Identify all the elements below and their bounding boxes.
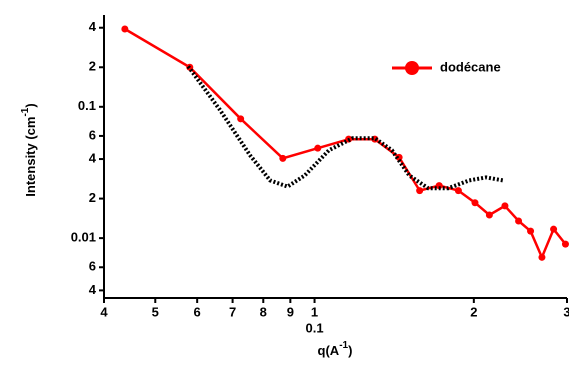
y-tick-label: 2 [89,190,96,205]
data-point [395,153,403,161]
x-tick-label: 9 [287,304,294,319]
y-axis-label-part: -1 [20,107,31,116]
data-point [435,182,443,190]
data-point [121,25,129,33]
data-point [550,225,558,233]
legend-label: dodécane [440,59,501,74]
data-point [237,115,245,123]
y-axis-label-part: Intensity (cm [23,117,38,197]
x-tick-label: 8 [260,304,267,319]
data-point [416,187,424,195]
data-point [527,227,535,235]
y-axis-label-part: ) [23,103,38,107]
y-tick-label: 4 [89,150,97,165]
x-axis-label: q(A-1) [318,340,353,359]
x-axis-label-part: q(A [318,343,340,358]
x-tick-label: 7 [229,304,236,319]
x-axis-label-part: ) [348,343,352,358]
x-tick-label: 1 [311,304,318,319]
data-point [515,217,523,225]
legend-marker [405,61,419,75]
model-curve [186,65,504,191]
y-axis-label: Intensity (cm-1) [20,103,39,196]
x-tick-label: 4 [100,304,108,319]
data-point [279,154,287,162]
y-tick-label: 6 [89,259,96,274]
x-tick-label: 3 [563,304,569,319]
x-annotation: 0.1 [306,320,324,335]
y-tick-label: 2 [89,59,96,74]
data-point [314,144,322,152]
data-point [454,187,462,195]
data-point [561,240,569,248]
data-point [471,199,479,207]
data-point [485,211,493,219]
y-tick-label: 0.01 [71,230,96,245]
x-tick-label: 2 [470,304,477,319]
y-tick-label: 4 [89,19,97,34]
data-point [501,202,509,210]
x-axis-label-part: -1 [339,340,348,351]
data-point [538,253,546,261]
y-tick-label: 0.1 [78,98,96,113]
y-tick-label: 4 [89,282,97,297]
y-tick-label: 6 [89,127,96,142]
x-tick-label: 6 [194,304,201,319]
x-tick-label: 5 [152,304,159,319]
